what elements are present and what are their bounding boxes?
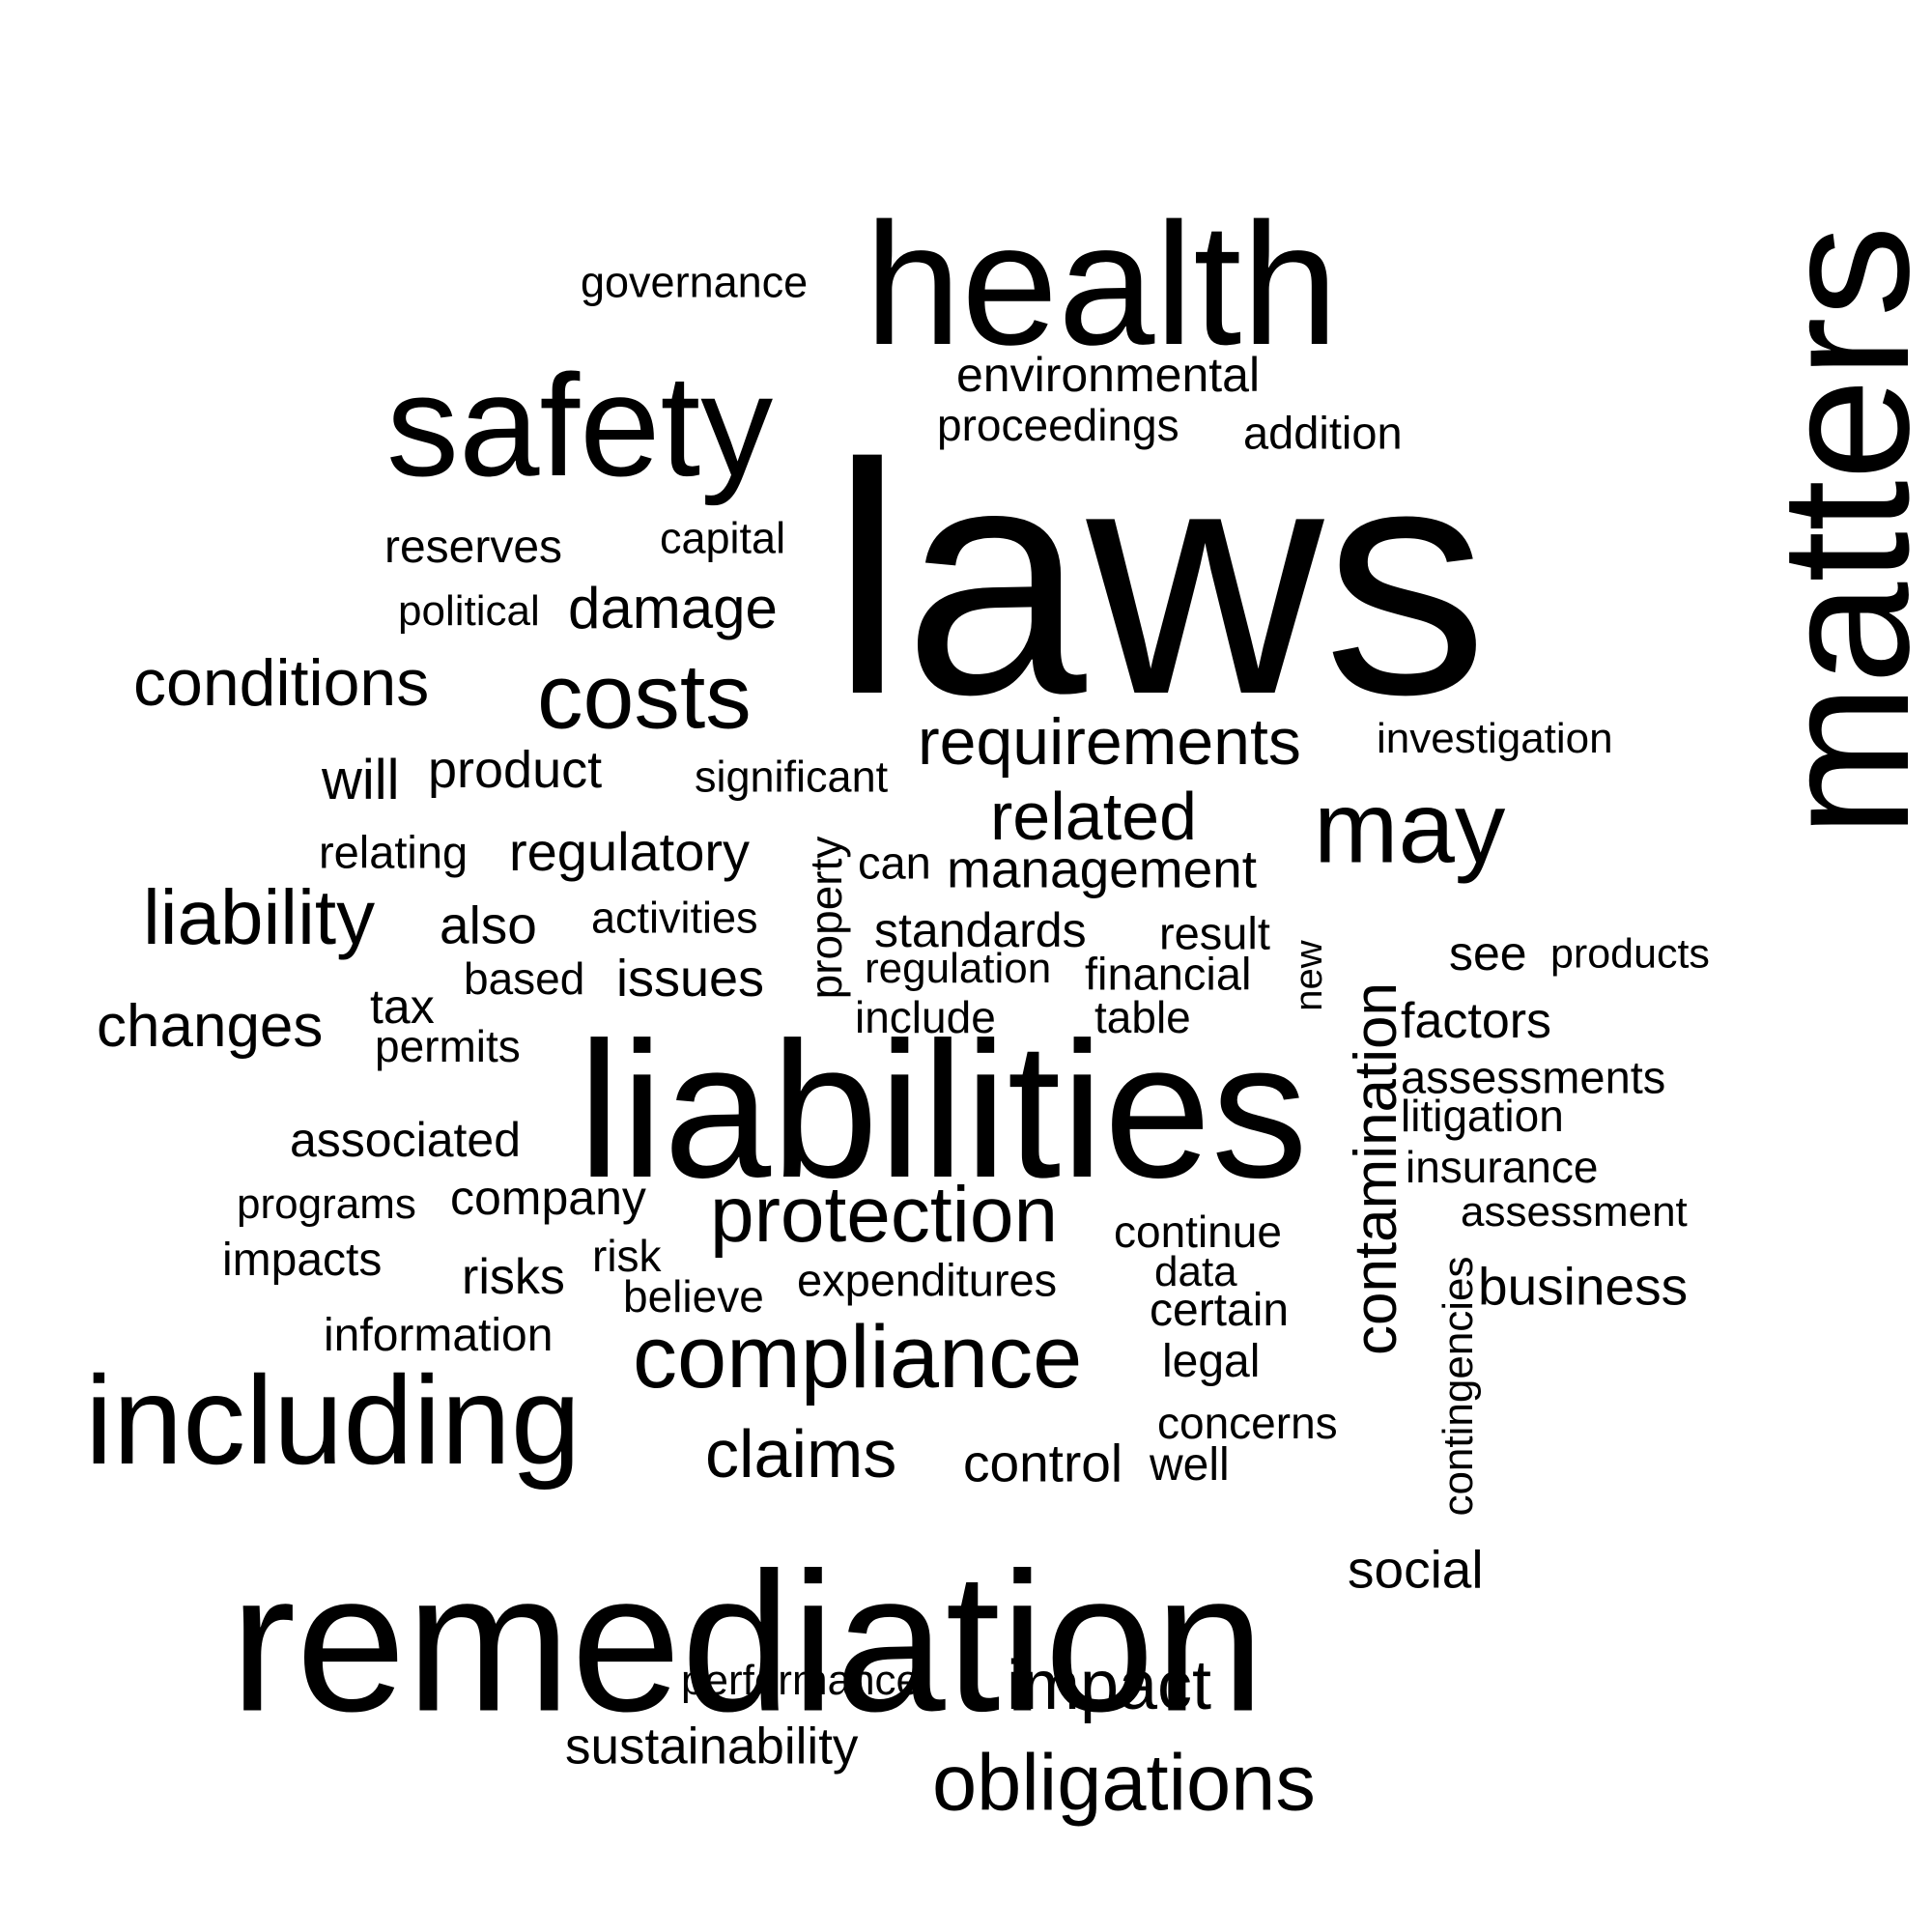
word-standards: standards <box>874 903 1087 957</box>
word-conditions: conditions <box>133 646 430 720</box>
word-products: products <box>1550 930 1710 978</box>
word-risks: risks <box>462 1249 565 1305</box>
word-information: information <box>324 1310 554 1361</box>
word-associated: associated <box>290 1113 522 1167</box>
word-sustainability: sustainability <box>565 1718 859 1776</box>
word-table: table <box>1094 992 1191 1042</box>
word-expenditures: expenditures <box>797 1254 1058 1306</box>
word-will: will <box>322 749 400 811</box>
word-business: business <box>1478 1256 1689 1317</box>
word-based: based <box>464 953 585 1004</box>
word-issues: issues <box>616 950 765 1008</box>
word-obligations: obligations <box>932 1737 1316 1828</box>
word-data: data <box>1154 1248 1237 1295</box>
word-relating: relating <box>319 826 469 878</box>
word-continue: continue <box>1114 1207 1282 1257</box>
word-legal: legal <box>1162 1336 1261 1387</box>
word-impact: impact <box>1007 1647 1212 1724</box>
word-compliance: compliance <box>633 1308 1083 1406</box>
word-related: related <box>990 779 1198 854</box>
word-capital: capital <box>660 513 786 563</box>
word-reserves: reserves <box>384 522 563 573</box>
word-costs: costs <box>537 645 752 749</box>
word-company: company <box>450 1171 646 1225</box>
word-requirements: requirements <box>918 705 1301 779</box>
word-management: management <box>947 838 1258 899</box>
word-litigation: litigation <box>1401 1091 1564 1141</box>
word-damage: damage <box>568 576 778 640</box>
word-health: health <box>865 187 1339 382</box>
word-significant: significant <box>695 752 889 802</box>
word-protection: protection <box>710 1171 1059 1259</box>
word-laws: laws <box>831 396 1489 763</box>
word-investigation: investigation <box>1377 715 1613 762</box>
word-changes: changes <box>97 993 324 1060</box>
word-activities: activities <box>591 893 758 943</box>
word-may: may <box>1314 771 1506 885</box>
word-include: include <box>855 992 996 1042</box>
word-assessment: assessment <box>1461 1188 1688 1236</box>
word-product: product <box>428 741 603 799</box>
word-risk: risk <box>592 1231 662 1281</box>
word-proceedings: proceedings <box>937 400 1179 450</box>
word-remediation: remediation <box>230 1531 1265 1753</box>
word-liability: liability <box>143 874 376 960</box>
word-believe: believe <box>623 1271 764 1321</box>
word-certain: certain <box>1150 1285 1290 1336</box>
word-addition: addition <box>1243 407 1403 459</box>
word-insurance: insurance <box>1406 1142 1599 1192</box>
word-financial: financial <box>1085 948 1252 1000</box>
word-impacts: impacts <box>222 1235 383 1286</box>
word-safety: safety <box>386 344 774 506</box>
word-contingencies: contingencies <box>1435 1256 1482 1517</box>
word-social: social <box>1348 1539 1484 1600</box>
word-political: political <box>398 587 540 635</box>
word-also: also <box>440 895 537 955</box>
word-property: property <box>801 836 851 1000</box>
word-see: see <box>1449 926 1527 980</box>
word-claims: claims <box>705 1416 897 1492</box>
word-regulatory: regulatory <box>509 821 751 882</box>
word-new: new <box>1288 940 1330 1011</box>
word-tax: tax <box>370 980 435 1034</box>
word-liabilities: liabilities <box>578 1003 1308 1218</box>
word-environmental: environmental <box>956 348 1261 402</box>
word-can: can <box>858 837 931 889</box>
word-governance: governance <box>581 257 809 307</box>
word-assessments: assessments <box>1401 1051 1666 1103</box>
word-well: well <box>1150 1439 1230 1491</box>
word-including: including <box>85 1350 582 1491</box>
word-factors: factors <box>1401 993 1552 1049</box>
word-matters: matters <box>1743 225 1932 838</box>
word-control: control <box>963 1433 1123 1493</box>
word-regulation: regulation <box>865 945 1052 992</box>
word-permits: permits <box>375 1021 521 1071</box>
word-result: result <box>1159 907 1270 959</box>
word-performance: performance <box>681 1657 921 1704</box>
word-programs: programs <box>237 1180 416 1228</box>
word-contamination: contamination <box>1343 981 1409 1356</box>
word-concerns: concerns <box>1157 1398 1338 1448</box>
